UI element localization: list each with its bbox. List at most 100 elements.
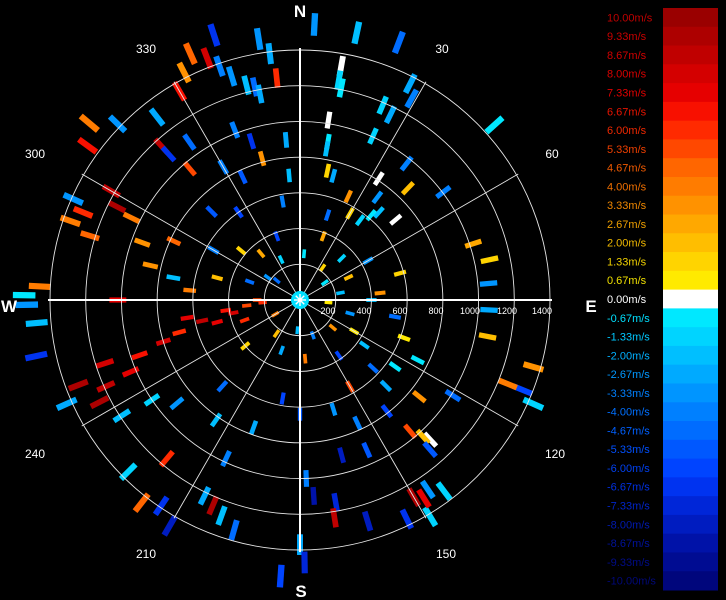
colorbar-swatch <box>663 421 718 441</box>
velocity-gate <box>67 378 89 392</box>
velocity-gate <box>419 479 436 500</box>
velocity-gate <box>241 75 252 96</box>
velocity-gate <box>328 323 338 332</box>
velocity-gate <box>345 310 355 317</box>
colorbar-label: -4.00m/s <box>607 407 650 419</box>
colorbar-swatch <box>663 308 718 328</box>
colorbar-swatch <box>663 158 718 178</box>
radar-ppi-plot: N E S W 30 60 120 150 210 240 300 330 20… <box>1 2 597 600</box>
velocity-gate <box>319 230 327 242</box>
velocity-gate <box>272 276 281 285</box>
colorbar-swatch <box>663 26 718 47</box>
velocity-gate <box>183 287 197 294</box>
velocity-gate <box>272 68 281 88</box>
velocity-gate <box>59 214 82 228</box>
velocity-gate <box>176 61 192 84</box>
velocity-gate <box>197 486 212 506</box>
velocity-gate <box>416 488 432 509</box>
colorbar-label: -4.67m/s <box>607 425 650 437</box>
angle-label-120: 120 <box>545 447 565 461</box>
radial-line <box>299 299 519 427</box>
velocity-gate <box>220 307 232 314</box>
range-rings-and-radials <box>48 48 552 552</box>
colorbar-labels: 10.00m/s 9.33m/s 8.67m/s 8.00m/s 7.33m/s 6.67… <box>607 12 656 587</box>
velocity-gate <box>389 213 403 226</box>
velocity-gate <box>331 492 340 512</box>
colorbar-label: 4.67m/s <box>607 163 647 175</box>
velocity-gate <box>403 423 418 440</box>
velocity-gate <box>372 206 385 219</box>
velocity-gate <box>248 420 259 435</box>
velocity-gate <box>207 23 221 47</box>
colorbar-swatch <box>663 270 718 291</box>
velocity-gate <box>272 329 281 339</box>
velocity-gate <box>200 47 214 70</box>
colorbar-label: -10.00m/s <box>607 576 656 588</box>
radial-line <box>299 173 519 301</box>
velocity-gate <box>228 310 239 316</box>
velocity-gate <box>77 136 99 155</box>
velocity-gate <box>215 505 228 526</box>
velocity-gate <box>329 402 338 417</box>
colorbar-swatch <box>663 45 718 65</box>
colorbar-label: 7.33m/s <box>607 87 647 99</box>
velocity-gate <box>376 95 389 115</box>
velocity-gate <box>182 160 197 177</box>
velocity-gate <box>257 150 267 167</box>
velocity-gate <box>158 449 175 468</box>
velocity-gate <box>367 127 379 145</box>
velocity-gate <box>211 274 224 282</box>
velocity-gate <box>122 211 141 224</box>
velocity-gate <box>25 319 48 328</box>
velocity-gate <box>195 317 209 325</box>
velocity-gate <box>213 55 226 77</box>
range-label-1200: 1200 <box>497 306 517 316</box>
velocity-gate <box>209 412 223 428</box>
angle-label-330: 330 <box>136 42 156 56</box>
velocity-gate <box>399 155 414 172</box>
velocity-gate <box>391 30 406 55</box>
velocity-gate <box>337 447 347 464</box>
velocity-gate <box>166 235 182 247</box>
velocity-gate <box>354 214 366 227</box>
velocity-gate <box>237 169 248 185</box>
velocity-gate <box>480 255 499 265</box>
velocity-gate <box>352 415 363 431</box>
colorbar-swatch <box>663 64 718 84</box>
velocity-gate <box>404 88 420 109</box>
velocity-gate <box>228 519 240 541</box>
velocity-gate <box>411 389 427 404</box>
velocity-gate <box>152 495 170 517</box>
velocity-gate <box>351 21 363 45</box>
velocity-gate <box>142 261 159 270</box>
colorbar-label: 10.00m/s <box>607 12 653 24</box>
velocity-gate <box>422 505 439 528</box>
colorbar-label: -9.33m/s <box>607 557 650 569</box>
velocity-gate <box>444 388 462 403</box>
colorbar-swatch <box>663 139 718 159</box>
velocity-gate <box>435 481 453 501</box>
velocity-gate <box>216 379 229 393</box>
velocity-gate <box>148 107 166 127</box>
velocity-gate <box>479 280 498 287</box>
colorbar-swatch <box>663 383 718 403</box>
velocity-gate <box>107 114 128 134</box>
velocity-gate <box>334 70 344 91</box>
velocity-gate <box>301 551 308 574</box>
velocity-gate <box>334 350 344 361</box>
colorbar-label: 3.33m/s <box>607 200 647 212</box>
velocity-gate <box>323 163 332 179</box>
velocity-gate <box>169 396 185 411</box>
velocity-gate <box>12 291 36 299</box>
velocity-gate <box>220 450 232 468</box>
colorbar-swatch <box>663 571 718 591</box>
velocity-gate <box>478 332 497 341</box>
velocity-gate <box>379 379 393 393</box>
velocity-gate <box>410 354 425 366</box>
velocity-gate <box>380 404 394 419</box>
colorbar-label: 6.67m/s <box>607 106 647 118</box>
cardinal-labels: N E S W <box>1 2 597 600</box>
velocity-gate <box>235 245 247 256</box>
velocity-gate <box>336 78 346 98</box>
velocity-gate <box>211 318 224 326</box>
